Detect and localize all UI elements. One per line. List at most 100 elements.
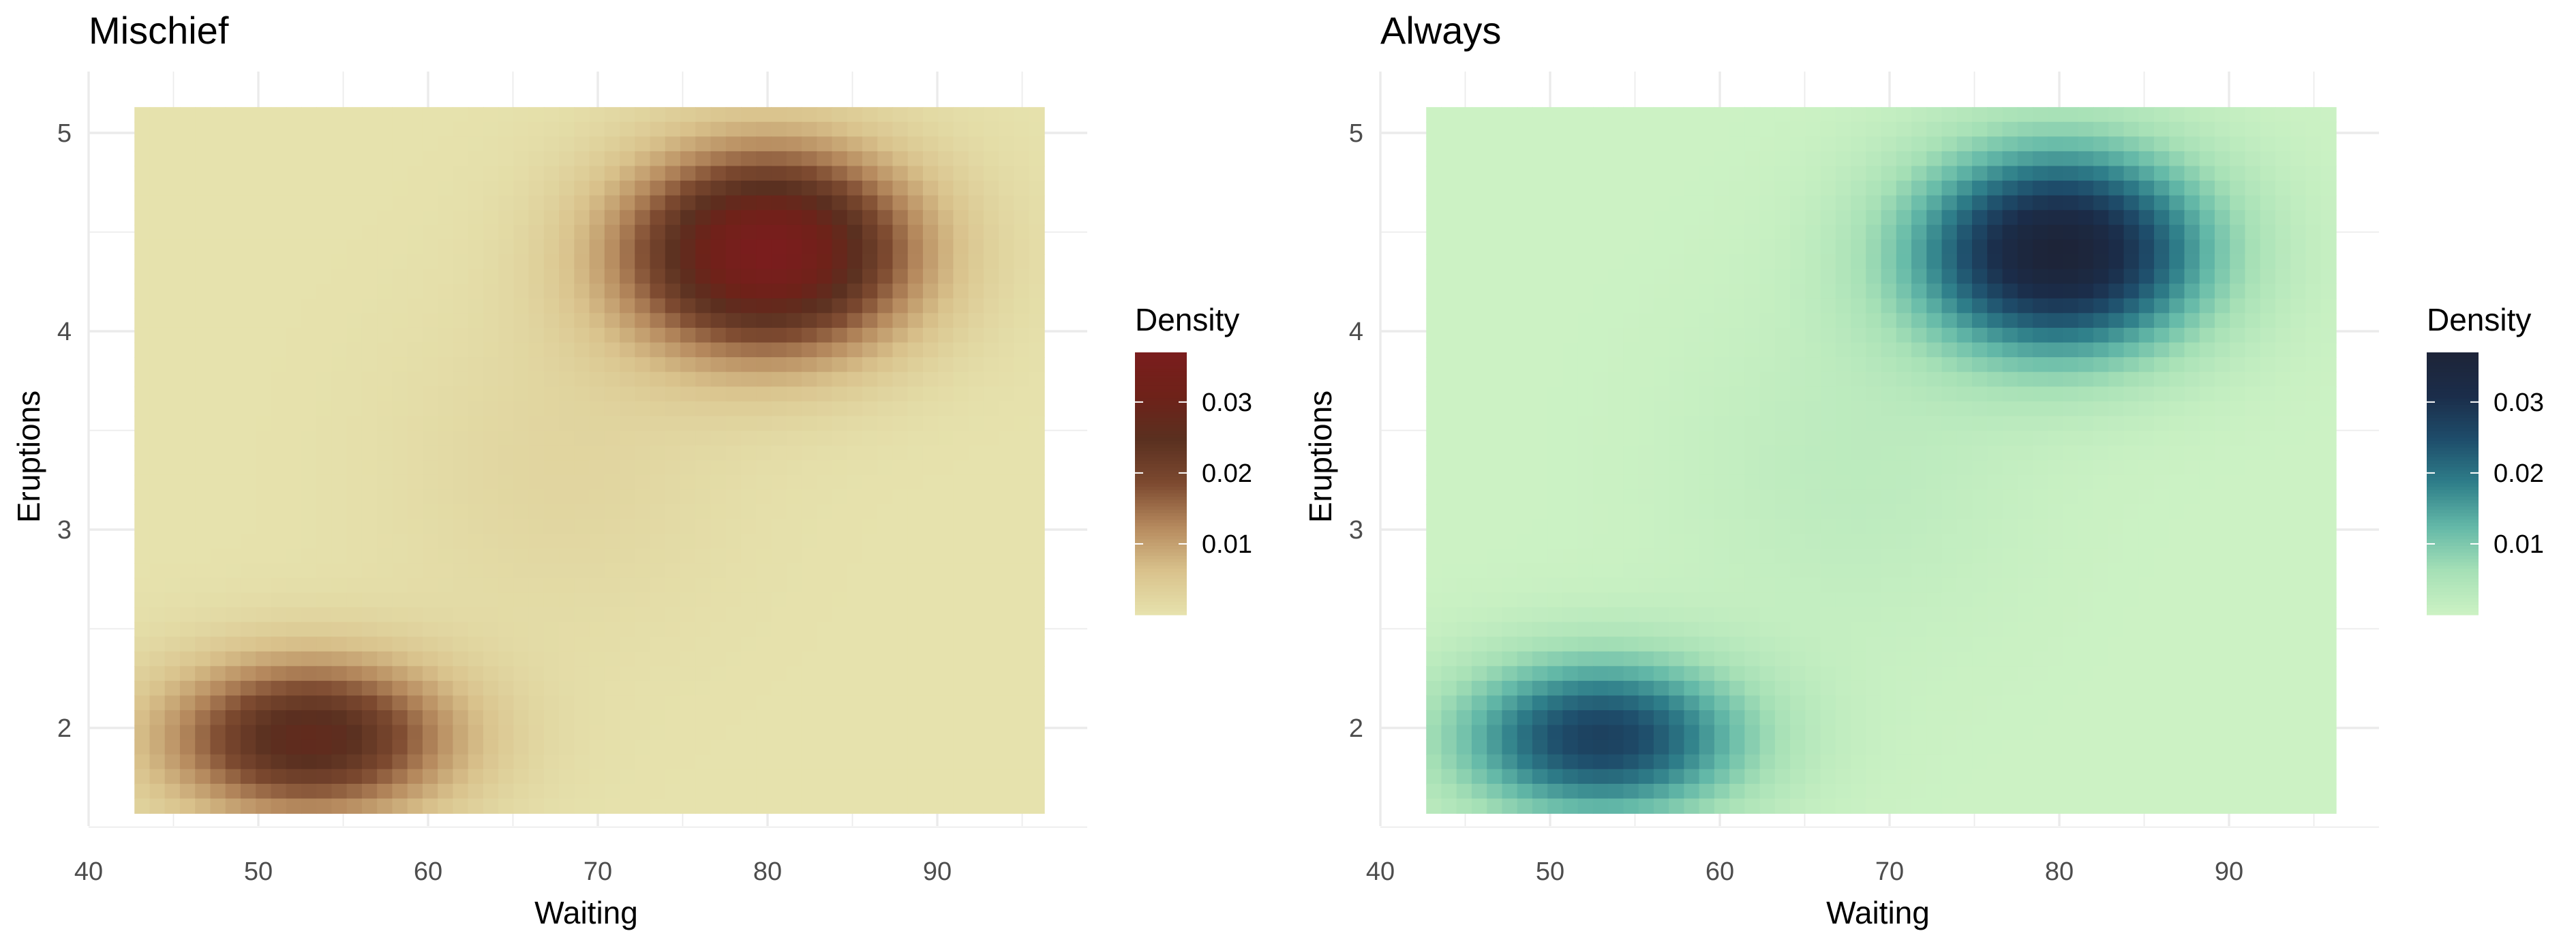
heatmap-cell xyxy=(877,783,894,800)
heatmap-cell xyxy=(953,680,969,697)
heatmap-cell xyxy=(483,313,499,329)
heatmap-cell xyxy=(650,622,666,637)
heatmap-cell xyxy=(650,224,666,241)
heatmap-cell xyxy=(392,327,408,344)
heatmap-cell xyxy=(513,519,530,534)
heatmap-cell xyxy=(2199,519,2215,534)
heatmap-cell xyxy=(1014,121,1030,138)
heatmap-cell xyxy=(483,680,499,697)
heatmap-cell xyxy=(1744,460,1761,476)
heatmap-cell xyxy=(1699,298,1715,314)
heatmap-cell xyxy=(877,489,894,505)
heatmap-cell xyxy=(620,548,636,564)
heatmap-cell xyxy=(968,313,984,329)
heatmap-cell xyxy=(983,430,999,446)
heatmap-cell xyxy=(756,371,772,388)
heatmap-cell xyxy=(2002,107,2018,123)
heatmap-cell xyxy=(2260,416,2276,431)
heatmap-cell xyxy=(786,269,802,284)
heatmap-cell xyxy=(513,548,530,564)
heatmap-cell xyxy=(938,416,954,431)
heatmap-cell xyxy=(528,637,545,652)
heatmap-cell xyxy=(1699,563,1715,579)
heatmap-cell xyxy=(498,548,515,564)
heatmap-cell xyxy=(543,489,560,505)
heatmap-cell xyxy=(1759,254,1776,270)
heatmap-cell xyxy=(756,269,772,284)
heatmap-cell xyxy=(392,357,408,373)
heatmap-cell xyxy=(528,534,545,549)
heatmap-cell xyxy=(361,313,378,329)
heatmap-cell xyxy=(2290,239,2307,255)
heatmap-cell xyxy=(2063,136,2079,152)
heatmap-cell xyxy=(164,151,181,167)
heatmap-cell xyxy=(1835,386,1851,402)
heatmap-cell xyxy=(422,548,438,564)
heatmap-cell xyxy=(256,563,272,579)
heatmap-cell xyxy=(134,284,151,299)
heatmap-cell xyxy=(346,666,363,682)
heatmap-cell xyxy=(1577,460,1594,476)
colorbar-segment xyxy=(1135,438,1187,442)
heatmap-cell xyxy=(1532,504,1548,520)
heatmap-cell xyxy=(1699,107,1715,123)
heatmap-cell xyxy=(1502,136,1518,152)
heatmap-cell xyxy=(559,489,575,505)
heatmap-cell xyxy=(483,798,499,814)
x-tick-label: 80 xyxy=(753,857,782,886)
heatmap-cell xyxy=(817,371,833,388)
heatmap-cell xyxy=(1805,284,1821,299)
heatmap-cell xyxy=(407,666,423,682)
heatmap-cell xyxy=(1592,151,1609,167)
heatmap-cell xyxy=(620,430,636,446)
heatmap-cell xyxy=(1532,313,1548,329)
heatmap-cell xyxy=(1029,313,1045,329)
heatmap-cell xyxy=(832,680,848,697)
heatmap-cell xyxy=(1881,430,1897,446)
heatmap-cell xyxy=(1911,548,1928,564)
heatmap-cell xyxy=(1759,107,1776,123)
heatmap-cell xyxy=(1547,239,1564,255)
heatmap-cell xyxy=(1820,534,1836,549)
heatmap-cell xyxy=(1441,313,1457,329)
heatmap-cell xyxy=(953,136,969,152)
heatmap-cell xyxy=(892,342,909,358)
heatmap-cell xyxy=(817,607,833,623)
heatmap-cell xyxy=(316,592,333,608)
heatmap-cell xyxy=(907,298,924,314)
heatmap-cell xyxy=(1774,224,1791,241)
heatmap-cell xyxy=(1669,151,1685,167)
heatmap-cell xyxy=(756,592,772,608)
heatmap-cell xyxy=(2305,254,2322,270)
colorbar-segment xyxy=(1135,608,1187,612)
heatmap-cell xyxy=(2108,548,2125,564)
heatmap-cell xyxy=(680,666,697,682)
heatmap-cell xyxy=(1805,548,1821,564)
heatmap-cell xyxy=(543,239,560,255)
heatmap-cell xyxy=(543,151,560,167)
colorbar-segment xyxy=(1135,369,1187,373)
heatmap-cell xyxy=(1029,695,1045,711)
heatmap-cell xyxy=(710,474,727,491)
heatmap-cell xyxy=(1851,489,1867,505)
heatmap-cell xyxy=(1487,357,1503,373)
heatmap-cell xyxy=(2093,166,2110,181)
heatmap-cell xyxy=(604,769,620,785)
heatmap-cell xyxy=(2078,269,2094,284)
heatmap-cell xyxy=(513,607,530,623)
heatmap-cell xyxy=(1471,430,1487,446)
heatmap-cell xyxy=(2108,430,2125,446)
heatmap-cell xyxy=(574,371,590,388)
heatmap-cell xyxy=(1729,445,1746,461)
heatmap-cell xyxy=(513,121,530,138)
heatmap-cell xyxy=(710,224,727,241)
heatmap-cell xyxy=(513,151,530,167)
heatmap-cell xyxy=(179,342,196,358)
heatmap-cell xyxy=(301,577,317,594)
heatmap-cell xyxy=(301,269,317,284)
heatmap-cell xyxy=(331,254,348,270)
heatmap-cell xyxy=(453,607,469,623)
heatmap-cell xyxy=(2275,563,2291,579)
heatmap-cell xyxy=(1759,534,1776,549)
heatmap-cell xyxy=(968,740,984,755)
